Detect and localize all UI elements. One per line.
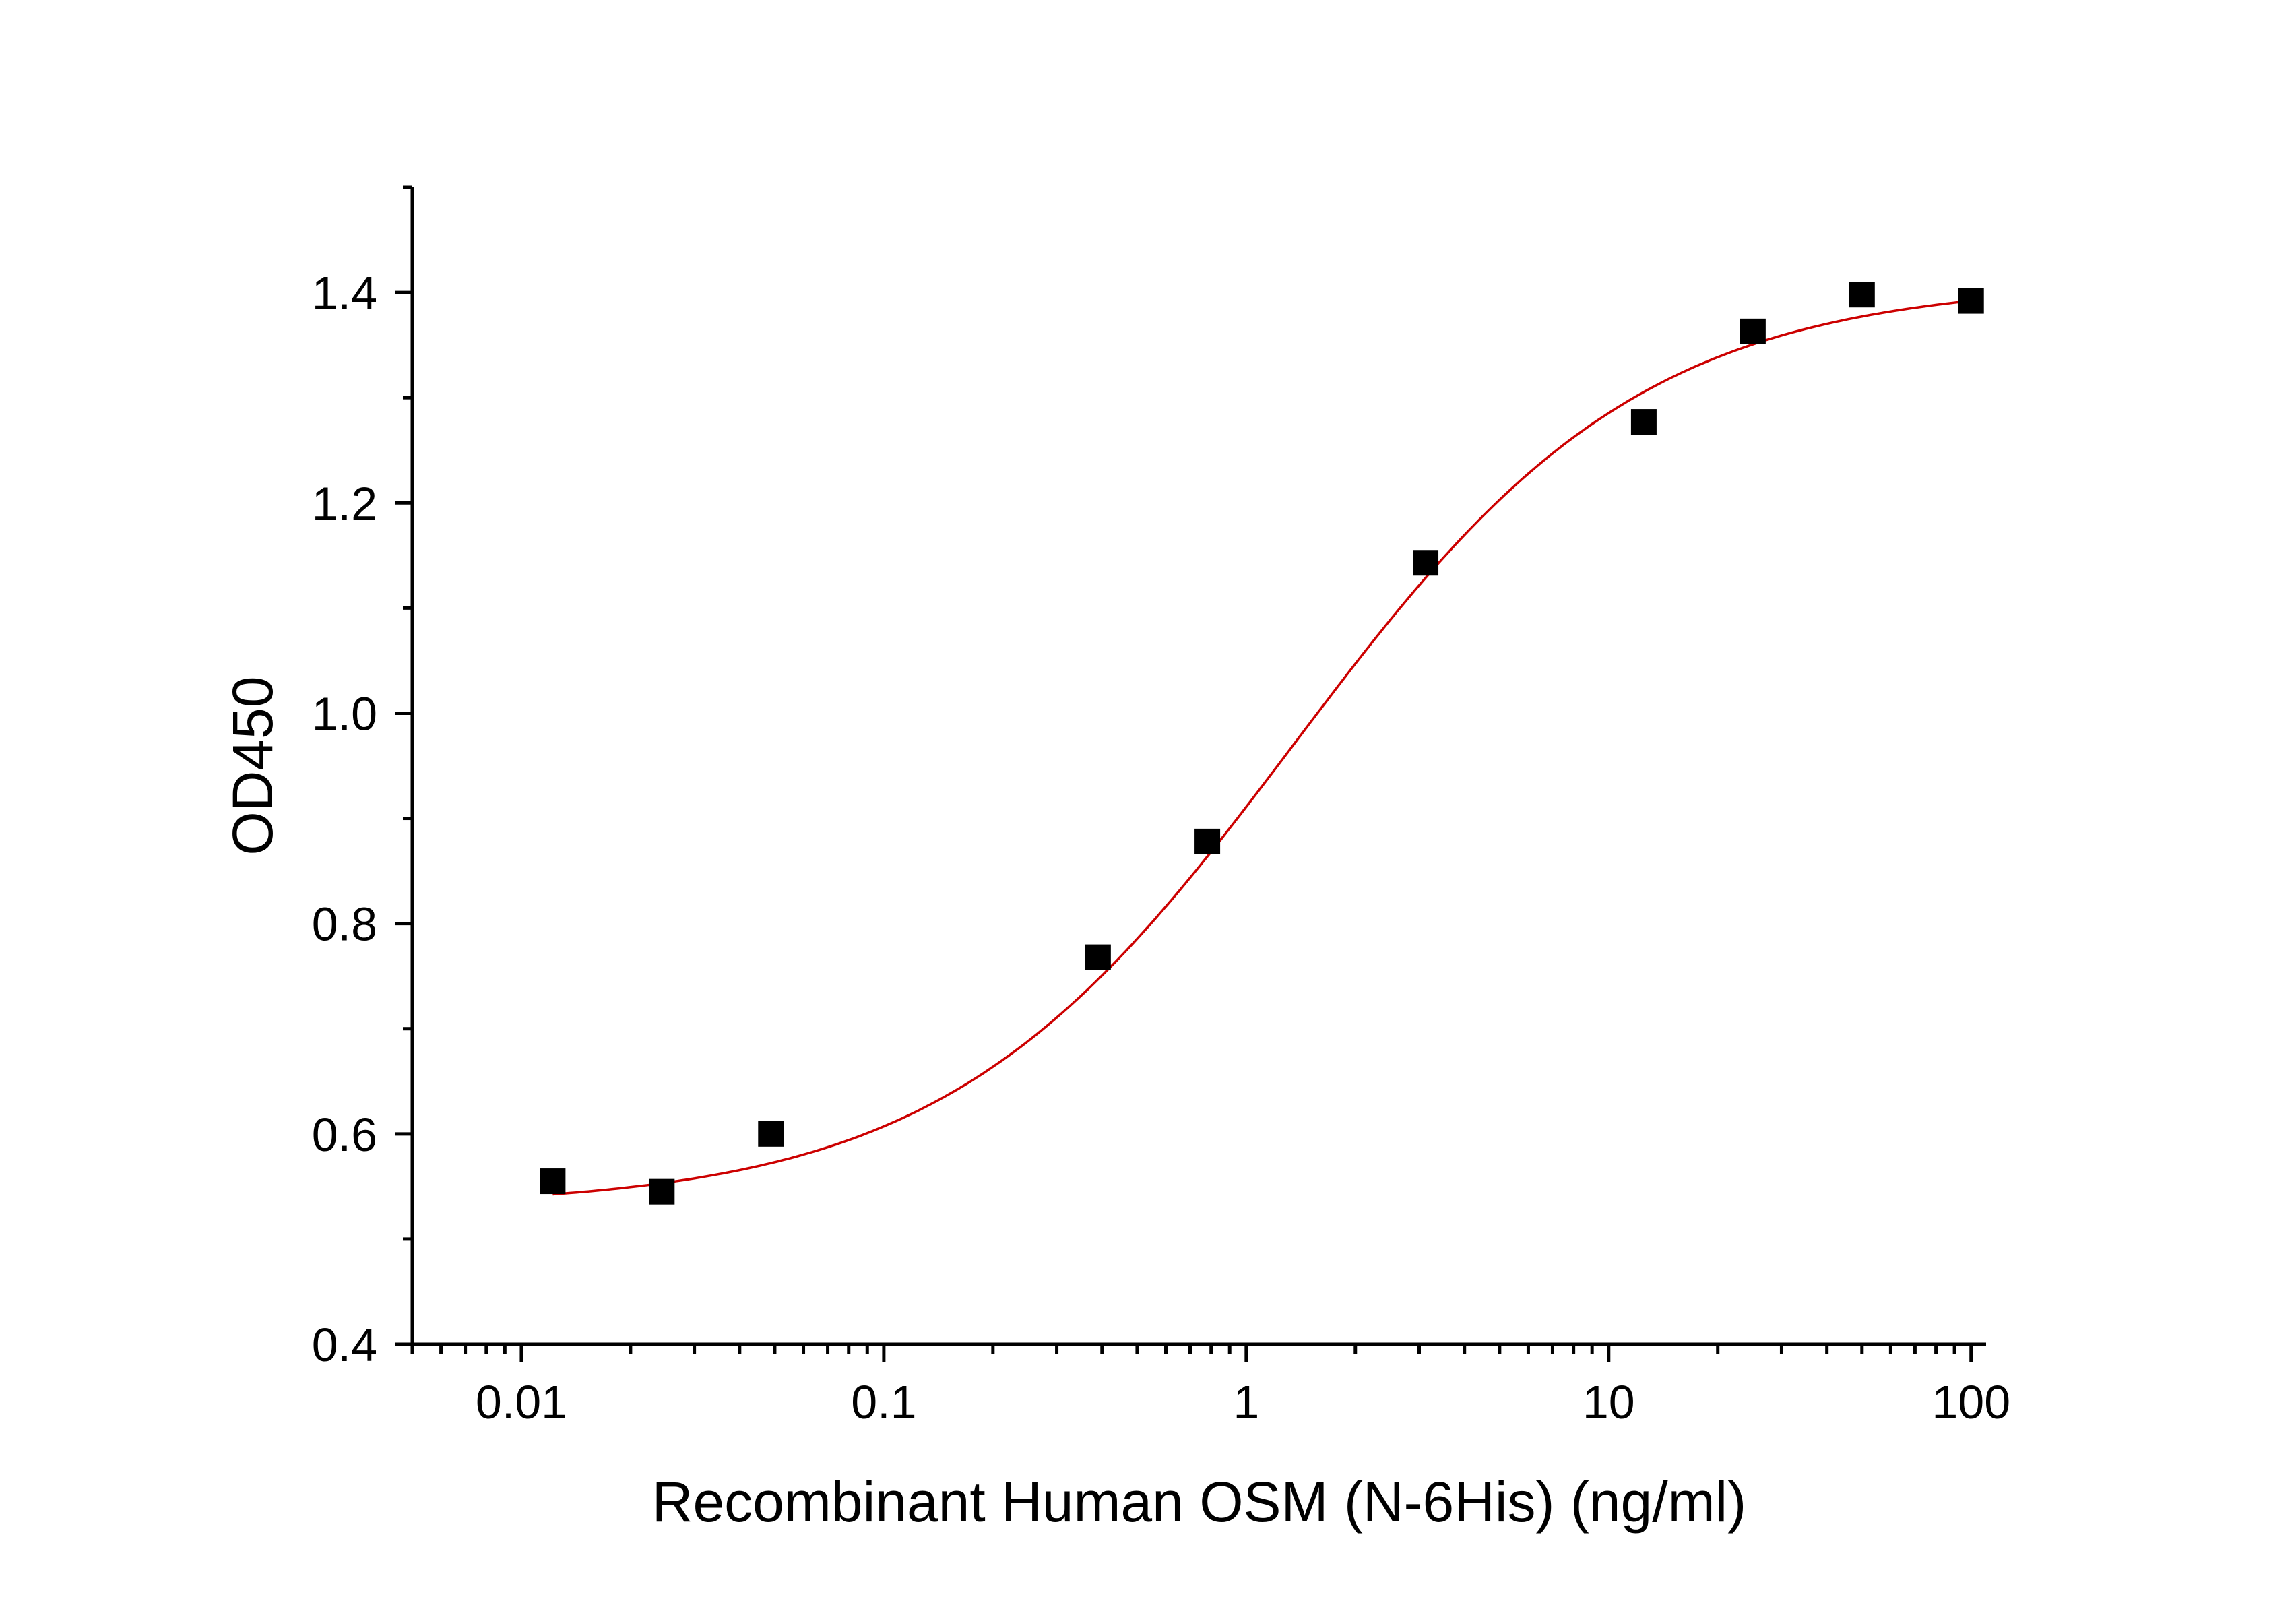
x-axis-title: Recombinant Human OSM (N-6His) (ng/ml) <box>652 1470 1746 1534</box>
y-axis-title: OD450 <box>221 676 284 855</box>
y-tick-label: 0.8 <box>312 898 377 951</box>
data-point <box>649 1178 675 1205</box>
x-tick-label: 0.1 <box>851 1376 916 1428</box>
fit-curve-layer <box>552 299 1971 1196</box>
y-tick-label: 0.4 <box>312 1319 377 1371</box>
data-point <box>1849 282 1875 308</box>
data-point <box>1085 944 1111 970</box>
y-tick-label: 1.2 <box>312 477 377 530</box>
y-tick-label: 1.4 <box>312 267 377 319</box>
x-tick-label: 10 <box>1583 1376 1635 1428</box>
data-points-layer <box>540 282 1984 1205</box>
x-tick-label: 100 <box>1932 1376 2010 1428</box>
x-tick-label: 1 <box>1233 1376 1259 1428</box>
x-tick-label: 0.01 <box>476 1376 567 1428</box>
data-point <box>1958 288 1984 314</box>
data-point <box>1740 318 1766 344</box>
data-point <box>758 1121 784 1147</box>
y-tick-label: 0.6 <box>312 1108 377 1161</box>
y-tick-label: 1.0 <box>312 687 377 740</box>
data-point <box>1413 550 1439 576</box>
data-point <box>1630 409 1657 435</box>
fit-curve <box>552 299 1971 1196</box>
data-point <box>540 1168 566 1195</box>
axes: 0.01 0.1 1 10 100 0.4 0.6 0.8 1.0 1.2 1.4 <box>312 185 2010 1428</box>
data-point <box>1194 828 1221 854</box>
